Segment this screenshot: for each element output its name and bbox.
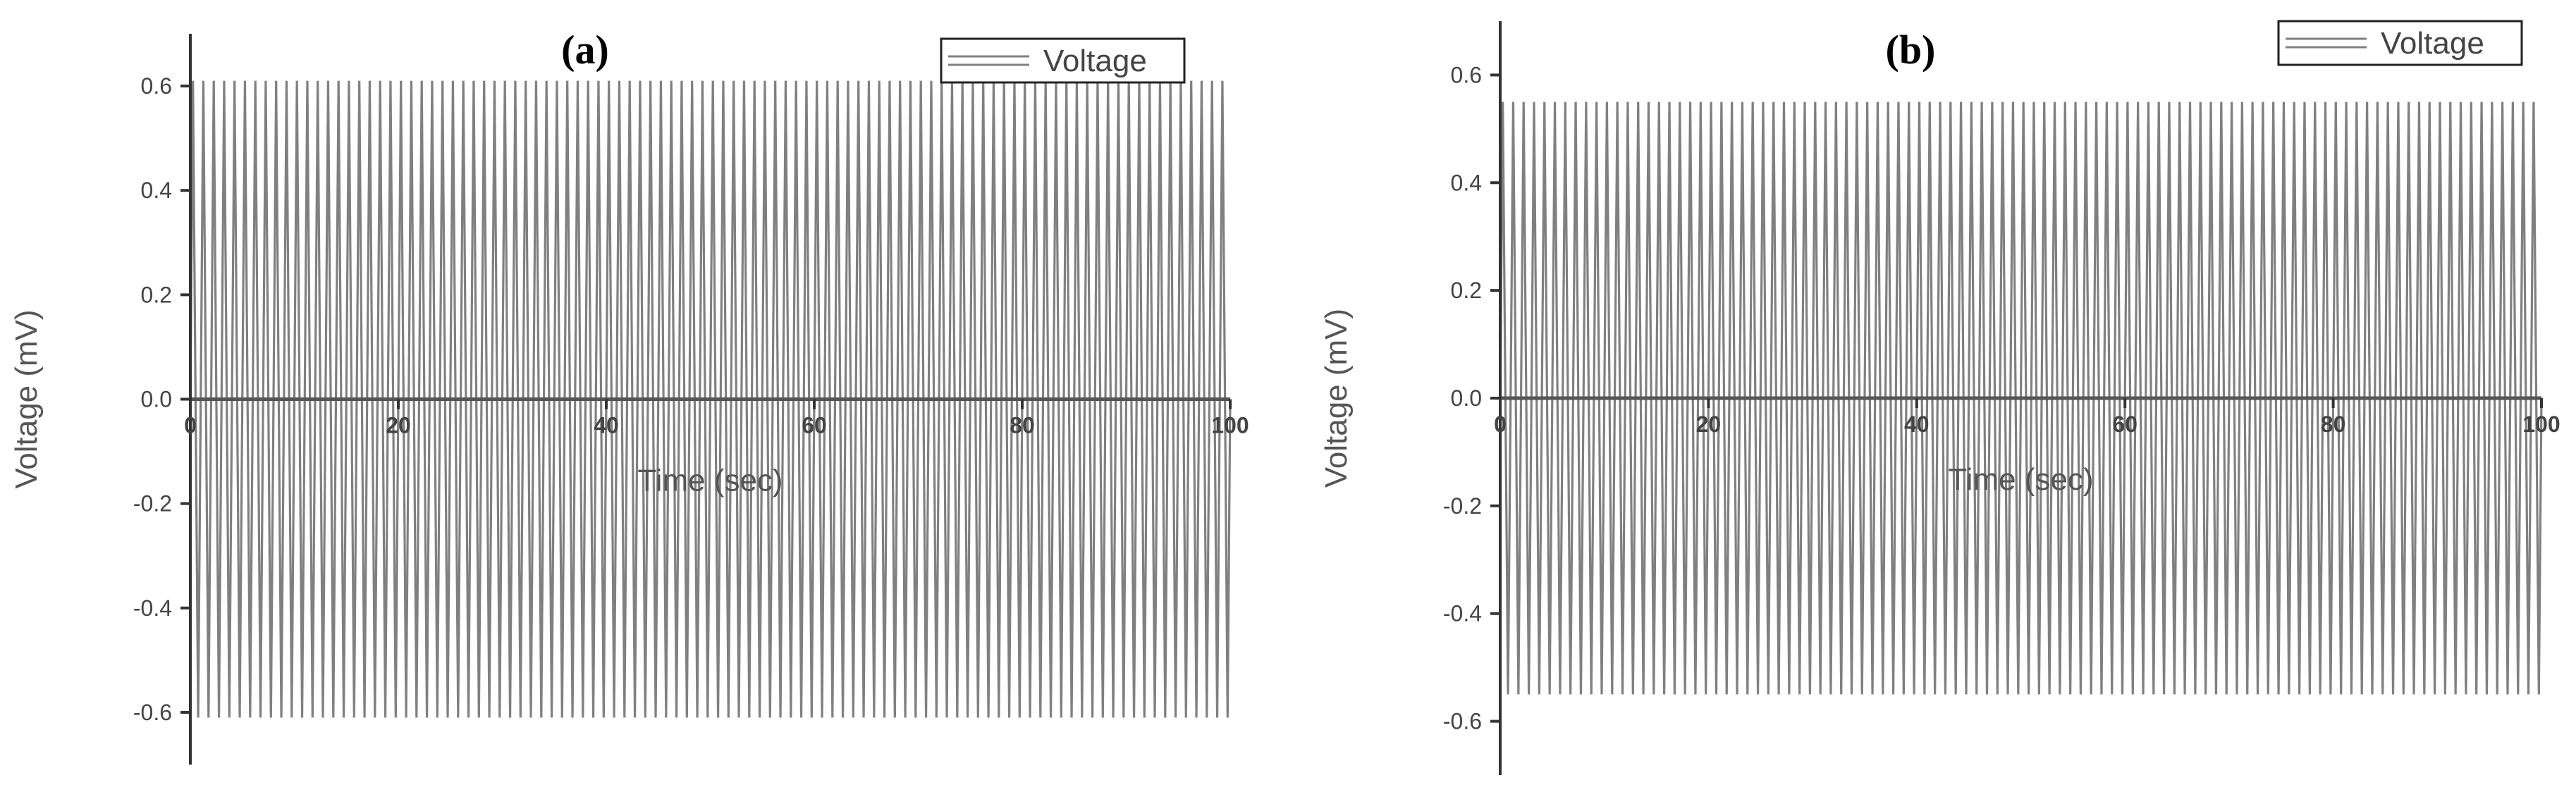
y-tick-label: 0.4	[141, 178, 172, 203]
y-tick-label: 0.0	[141, 387, 172, 412]
legend: Voltage	[2277, 20, 2523, 66]
x-tick-label: 60	[802, 413, 827, 438]
x-tick-label: 20	[1696, 412, 1722, 437]
x-tick-label: 0	[184, 413, 197, 438]
x-tick-label: 20	[386, 413, 411, 438]
legend-entry: Voltage	[2381, 26, 2484, 61]
y-tick-label: 0.6	[141, 73, 172, 99]
y-tick-label: -0.2	[1443, 493, 1482, 519]
legend: Voltage	[940, 37, 1186, 84]
x-tick-label: 0	[1494, 412, 1507, 437]
y-tick-label: 0.0	[1451, 385, 1482, 411]
y-tick-label: 0.4	[1451, 170, 1482, 195]
x-tick-label: 80	[1010, 413, 1035, 438]
x-tick-label: 100	[2522, 412, 2560, 437]
x-tick-label: 60	[2112, 412, 2138, 437]
chart-panel-a: -0.6 -0.4 -0.2 0.0 0.2 0.4 0.6 0 20 40 60 80 100 Time…	[9, 27, 1249, 765]
y-tick-label: 0.6	[1451, 62, 1482, 87]
x-axis-title: Time (sec)	[1948, 462, 2093, 497]
y-tick-label: -0.6	[133, 700, 172, 725]
y-axis-title: Voltage (mV)	[1319, 309, 1354, 488]
y-axis-title: Voltage (mV)	[9, 309, 44, 488]
y-tick-label: 0.2	[141, 282, 172, 307]
y-tick-label: 0.2	[1451, 278, 1482, 303]
x-tick-label: 40	[1904, 412, 1930, 437]
legend-box	[2277, 20, 2523, 66]
x-axis-title: Time (sec)	[637, 464, 783, 498]
chart-panel-b: -0.6 -0.4 -0.2 0.0 0.2 0.4 0.6 0 20 40 60 80 100 Time…	[1319, 20, 2560, 775]
x-tick-label: 40	[594, 413, 619, 438]
panel-label: (b)	[1886, 27, 1936, 73]
x-tick-label: 80	[2321, 412, 2346, 437]
y-tick-label: -0.4	[133, 595, 172, 621]
y-tick-label: -0.2	[133, 491, 172, 517]
y-tick-label: -0.6	[1443, 709, 1482, 734]
panel-label: (a)	[561, 27, 609, 73]
legend-box	[940, 37, 1186, 84]
legend-entry: Voltage	[1043, 44, 1147, 78]
x-tick-label: 100	[1211, 413, 1249, 438]
y-tick-label: -0.4	[1443, 601, 1482, 626]
